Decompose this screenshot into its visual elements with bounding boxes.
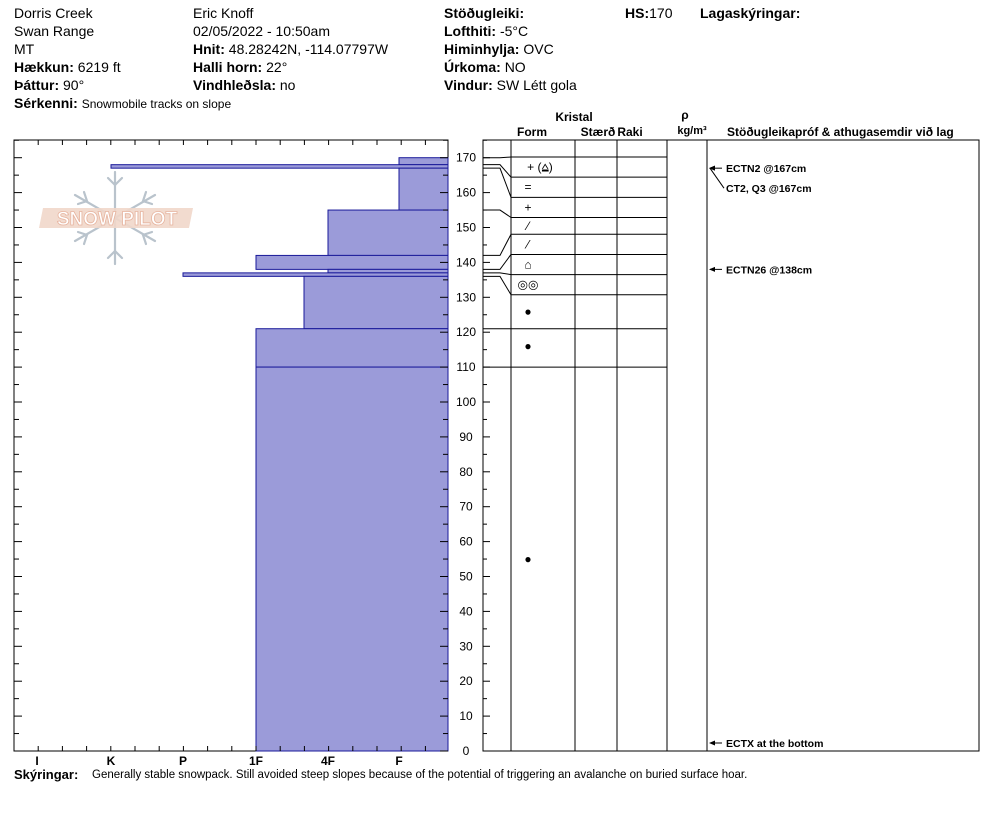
- test-pointer-arrow: [709, 740, 715, 746]
- y-axis-label: 170: [456, 151, 476, 165]
- y-axis-label: 10: [459, 709, 473, 723]
- hardness-layer-bar: [398, 157, 449, 166]
- crystal-form-symbol: ⌂: [524, 258, 531, 272]
- y-axis-label: 30: [459, 639, 473, 653]
- stability-test-note: ECTN26 @138cm: [726, 264, 812, 276]
- crystal-form-symbol: ⁄: [524, 219, 531, 233]
- footer-text: Generally stable snowpack. Still avoided…: [92, 769, 747, 781]
- crystal-form-symbol: +: [524, 200, 531, 214]
- crystal-form-symbol: ⁄: [524, 237, 531, 251]
- precipitation: Úrkoma: NO: [444, 59, 526, 75]
- layer-notes-label: Lagaskýringar:: [700, 5, 801, 21]
- layer-connector-line: [483, 254, 512, 270]
- y-axis-label: 160: [456, 186, 476, 200]
- sky-cover: Himinhylja: OVC: [444, 41, 554, 57]
- hardness-scale-label: P: [179, 754, 187, 768]
- snow-pilot-logo: SNOW PILOT: [39, 170, 193, 266]
- y-axis-label: 50: [459, 570, 473, 584]
- crystal-form-symbol: + (⩠): [527, 160, 553, 174]
- wind: Vindur: SW Létt gola: [444, 77, 577, 93]
- hardness-layer-bar: [398, 167, 449, 211]
- y-axis-label: 150: [456, 221, 476, 235]
- crystal-form-symbol: ◎◎: [518, 278, 539, 292]
- y-axis-label: 120: [456, 325, 476, 339]
- layer-connector-line: [483, 275, 512, 296]
- y-axis-label: 40: [459, 604, 473, 618]
- test-pointer-line: [709, 167, 725, 189]
- range-name: Swan Range: [14, 23, 95, 39]
- y-axis-label: 110: [456, 360, 475, 374]
- layer-connector-line: [483, 167, 512, 198]
- tests-header: Stöðugleikapróf & athugasemdir við lag: [727, 125, 954, 139]
- layer-connector-line: [483, 209, 512, 218]
- hardness-layer-bar: [255, 328, 449, 368]
- hardness-layer-bar: [182, 272, 449, 277]
- coordinates: Hnit: 48.28242N, -114.07797W: [193, 41, 389, 57]
- rho-header: ρ: [681, 108, 688, 122]
- hardness-layer-bar: [303, 275, 449, 330]
- snow-height: HS:170: [625, 5, 673, 21]
- y-axis-label: 140: [456, 255, 476, 269]
- stability-test-note: ECTN2 @167cm: [726, 163, 806, 175]
- hardness-layer-bar: [255, 366, 449, 752]
- stability-test-note: CT2, Q3 @167cm: [726, 183, 812, 195]
- location-name: Dorris Creek: [14, 5, 93, 21]
- layer-connector-line: [483, 272, 512, 276]
- density-unit-header: kg/m³: [677, 125, 707, 137]
- form-header: Form: [517, 125, 547, 139]
- layer-connector-line: [483, 234, 512, 256]
- layer-connector-line: [483, 156, 512, 159]
- crystal-header: Kristal: [555, 110, 592, 124]
- y-axis-label: 60: [459, 535, 473, 549]
- hardness-scale-label: 1F: [249, 754, 263, 768]
- stability: Stöðugleiki:: [444, 5, 525, 21]
- stability-test-note: ECTX at the bottom: [726, 738, 823, 750]
- crystal-form-symbol: =: [524, 180, 531, 194]
- air-temperature: Lofthiti: -5°C: [444, 23, 529, 39]
- y-axis-label: 100: [456, 395, 476, 409]
- y-axis-label: 90: [459, 430, 473, 444]
- observer-name: Eric Knoff: [193, 5, 254, 21]
- hardness-layer-bar: [110, 164, 449, 169]
- wind-loading: Vindhleðsla: no: [193, 77, 296, 93]
- footer-label: Skýringar:: [14, 767, 78, 782]
- header-middle: Eric Knoff 02/05/2022 - 10:50am Hnit: 48…: [193, 4, 388, 94]
- logo-text: SNOW PILOT: [57, 209, 178, 230]
- moisture-header: Raki: [617, 125, 642, 139]
- observation-datetime: 02/05/2022 - 10:50am: [193, 23, 330, 39]
- aspect: Þáttur: 90°: [14, 77, 85, 93]
- hardness-scale-label: 4F: [321, 754, 335, 768]
- y-axis-label: 0: [463, 744, 470, 758]
- size-header: Stærð: [581, 125, 616, 139]
- test-pointer-arrow: [709, 266, 715, 272]
- hardness-layer-bar: [327, 209, 449, 256]
- slope-angle: Halli horn: 22°: [193, 59, 288, 75]
- hardness-scale-label: I: [35, 754, 38, 768]
- y-axis-label: 130: [456, 290, 476, 304]
- crystal-form-symbol: ●: [524, 304, 531, 318]
- state-name: MT: [14, 41, 35, 57]
- hardness-layer-bar: [255, 254, 449, 270]
- y-axis-label: 20: [459, 674, 473, 688]
- header-right: Stöðugleiki: Lofthiti: -5°C Himinhylja: …: [444, 4, 577, 94]
- features: Sérkenni: Snowmobile tracks on slope: [14, 95, 232, 111]
- crystal-form-symbol: ●: [524, 339, 531, 353]
- elevation: Hækkun: 6219 ft: [14, 59, 121, 75]
- header-left: Dorris Creek Swan Range MT Hækkun: 6219 …: [14, 4, 231, 113]
- y-axis-label: 80: [459, 465, 473, 479]
- layer-connector-line: [483, 164, 512, 178]
- hardness-layer-bar: [327, 268, 449, 274]
- layer-table-frame: [482, 139, 980, 752]
- hardness-scale-label: K: [107, 754, 116, 768]
- y-axis-label: 70: [459, 500, 473, 514]
- hardness-scale-label: F: [395, 754, 402, 768]
- crystal-form-symbol: ●: [524, 552, 531, 566]
- test-pointer-arrow: [709, 165, 715, 171]
